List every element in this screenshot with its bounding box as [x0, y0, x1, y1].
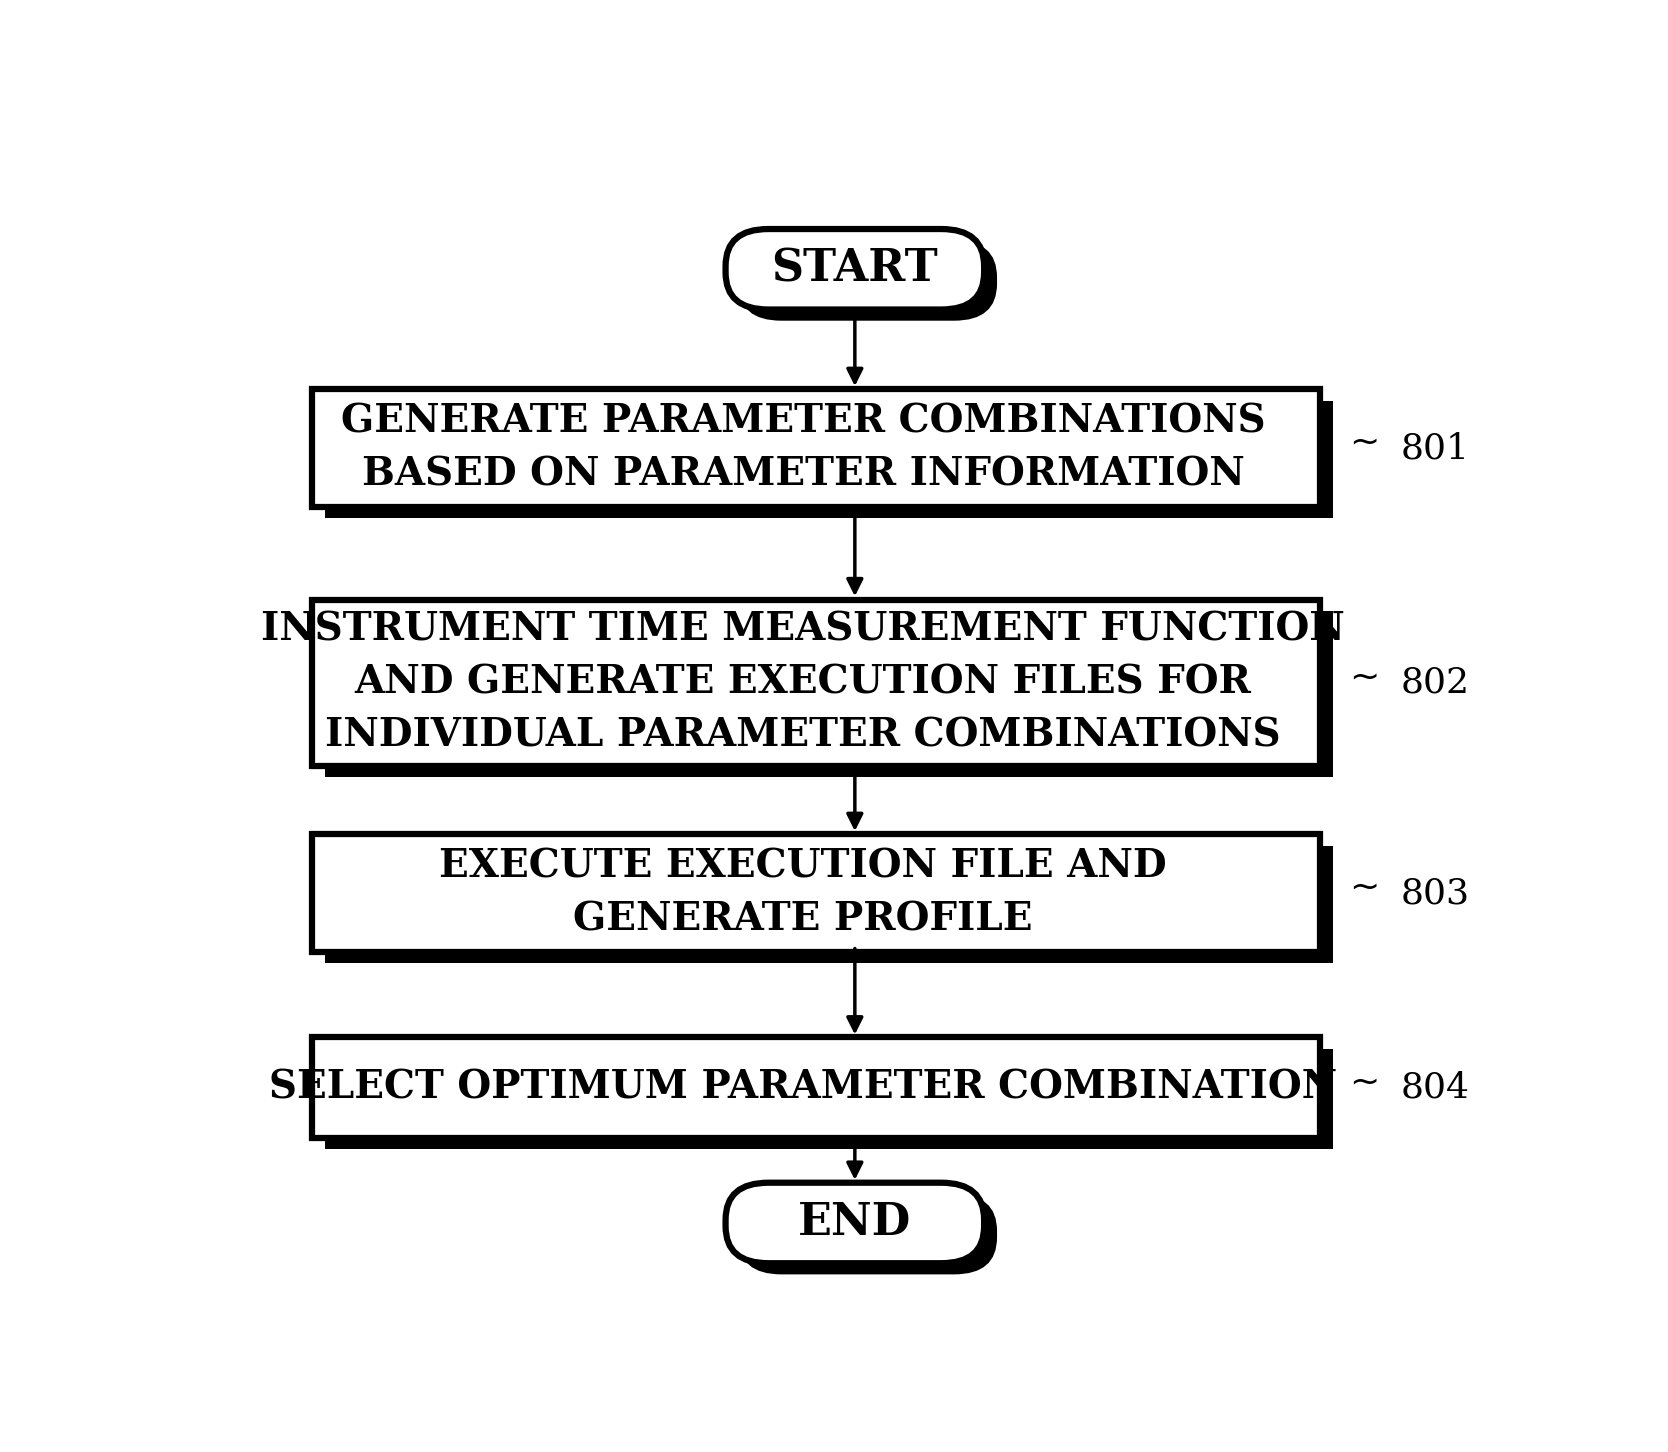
Text: 804: 804 [1401, 1070, 1470, 1105]
Text: END: END [799, 1201, 911, 1244]
FancyBboxPatch shape [739, 1194, 997, 1275]
FancyBboxPatch shape [325, 1048, 1333, 1149]
Text: EXECUTE EXECUTION FILE AND
GENERATE PROFILE: EXECUTE EXECUTION FILE AND GENERATE PROF… [439, 848, 1168, 938]
FancyBboxPatch shape [312, 389, 1321, 507]
FancyBboxPatch shape [312, 600, 1321, 765]
Text: INSTRUMENT TIME MEASUREMENT FUNCTION
AND GENERATE EXECUTION FILES FOR
INDIVIDUAL: INSTRUMENT TIME MEASUREMENT FUNCTION AND… [262, 611, 1344, 755]
Text: ~: ~ [1349, 425, 1379, 460]
Text: START: START [772, 248, 937, 290]
FancyBboxPatch shape [312, 1037, 1321, 1138]
FancyBboxPatch shape [325, 845, 1333, 963]
FancyBboxPatch shape [739, 240, 997, 321]
Text: 802: 802 [1401, 666, 1470, 700]
Text: SELECT OPTIMUM PARAMETER COMBINATION: SELECT OPTIMUM PARAMETER COMBINATION [269, 1069, 1338, 1106]
Text: ~: ~ [1349, 661, 1379, 694]
Text: 801: 801 [1401, 431, 1470, 465]
FancyBboxPatch shape [726, 1183, 984, 1263]
Text: GENERATE PARAMETER COMBINATIONS
BASED ON PARAMETER INFORMATION: GENERATE PARAMETER COMBINATIONS BASED ON… [340, 402, 1266, 494]
FancyBboxPatch shape [726, 229, 984, 309]
FancyBboxPatch shape [325, 401, 1333, 518]
FancyBboxPatch shape [312, 835, 1321, 953]
Text: 803: 803 [1401, 876, 1470, 910]
FancyBboxPatch shape [325, 611, 1333, 777]
Text: ~: ~ [1349, 871, 1379, 905]
Text: ~: ~ [1349, 1066, 1379, 1099]
